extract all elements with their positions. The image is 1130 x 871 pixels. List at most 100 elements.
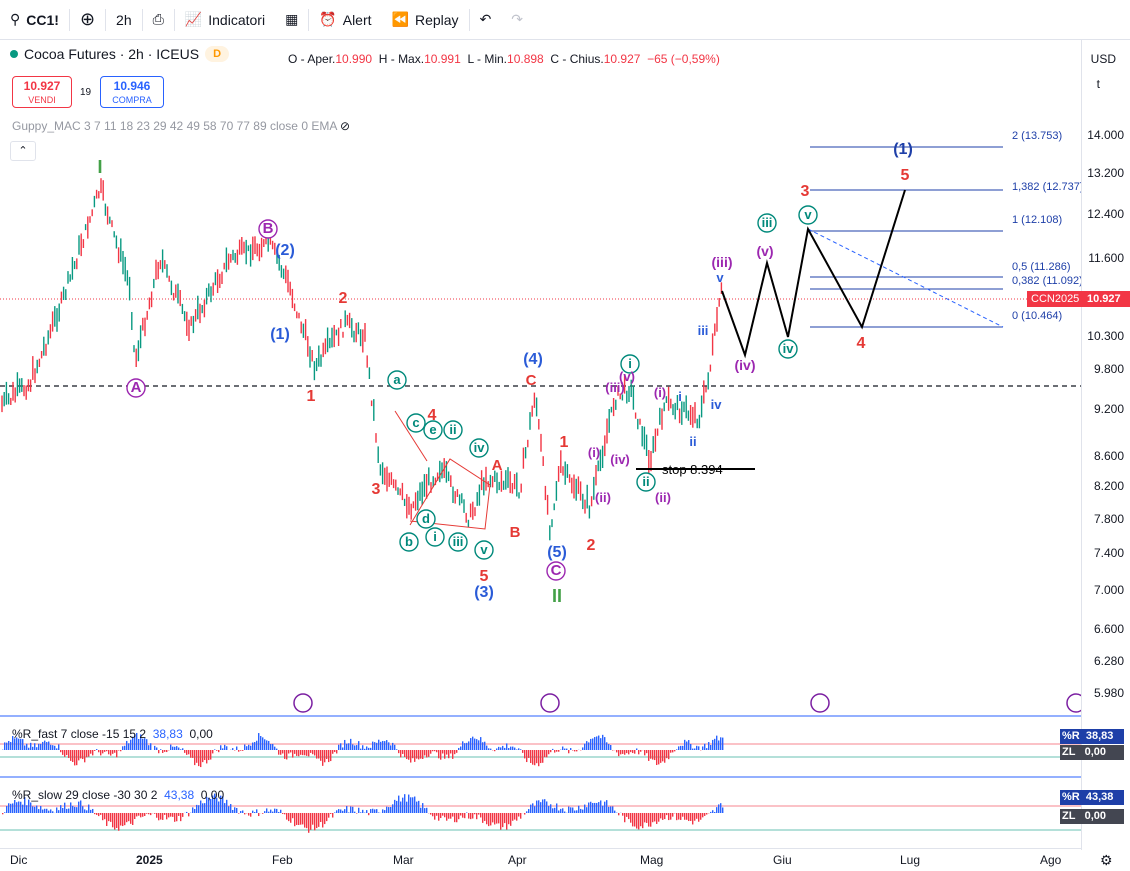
histogram-bar [66, 808, 68, 813]
currency-selector[interactable]: USD [1090, 52, 1116, 66]
chart-type-button[interactable]: ⎙ [143, 0, 174, 40]
wave-label[interactable]: (i) [588, 445, 600, 460]
redo-button[interactable]: ↷ [501, 0, 533, 40]
symbol-search[interactable]: ⚲ CC1! [0, 0, 69, 40]
wave-label[interactable]: (v) [756, 243, 773, 259]
time-axis[interactable]: Dic 2025 Feb Mar Apr Mag Giu Lug Ago [0, 848, 1081, 871]
trend-line[interactable] [807, 228, 1004, 328]
wave-label[interactable]: 3 [372, 481, 381, 498]
status-dot [10, 50, 18, 58]
wave-label[interactable]: iv [711, 397, 723, 412]
collapse-legend-button[interactable]: ⌃ [10, 141, 36, 161]
wave-label[interactable]: (iv) [735, 357, 756, 373]
replay-button[interactable]: ⏪ Replay [382, 0, 469, 40]
alert-button[interactable]: ⏰ Alert [309, 0, 381, 40]
wave-label[interactable]: c [412, 415, 419, 430]
time-markers[interactable] [293, 693, 1081, 713]
histogram-bar [242, 810, 244, 813]
wave-label[interactable]: (iii) [605, 380, 625, 395]
wave-label[interactable]: b [405, 534, 413, 549]
wave-label[interactable]: i [433, 529, 437, 544]
wave-label[interactable]: iii [453, 534, 464, 549]
indicators-button[interactable]: 📈 Indicatori [175, 0, 275, 40]
eye-off-icon[interactable]: ⊘ [340, 119, 351, 133]
histogram-bar [212, 750, 214, 754]
histogram-bar [118, 813, 120, 831]
wave-label[interactable]: C [526, 372, 537, 389]
wave-label[interactable]: 1 [560, 434, 569, 451]
rslow-legend[interactable]: %R_slow 29 close -30 30 2 43,38 0,00 [12, 788, 225, 802]
compare-button[interactable]: ⊕ [70, 0, 105, 40]
wave-label[interactable]: ii [449, 422, 456, 437]
wave-label[interactable]: i [628, 356, 632, 371]
wave-label[interactable]: 5 [901, 167, 910, 184]
wave-label[interactable]: a [393, 372, 401, 387]
wave-label[interactable]: (i) [654, 385, 666, 400]
histogram-bar [306, 750, 308, 756]
histogram-bar [218, 750, 220, 753]
buy-button[interactable]: 10.946 COMPRA [100, 76, 164, 108]
wave-label[interactable]: (4) [523, 351, 543, 368]
wave-label[interactable]: i [678, 389, 682, 404]
histogram-bar [572, 750, 574, 751]
histogram-bar [676, 749, 678, 750]
wave-label[interactable]: (iv) [610, 452, 630, 467]
projection-path[interactable] [721, 189, 906, 359]
rfast-pane[interactable] [0, 732, 1081, 768]
histogram-bar [450, 813, 452, 819]
wave-label[interactable]: iii [762, 215, 773, 230]
wave-label[interactable]: (iii) [712, 254, 733, 270]
wave-label[interactable]: (1) [270, 326, 290, 343]
wave-label[interactable]: II [552, 586, 562, 606]
wave-label[interactable]: I [97, 157, 102, 177]
histogram-bar [528, 750, 530, 758]
wave-label[interactable]: iv [474, 440, 486, 455]
wave-label[interactable]: (3) [474, 584, 494, 601]
rewind-icon: ⏪ [391, 11, 409, 27]
wave-label[interactable]: 1 [307, 388, 316, 405]
guppy-indicator-legend[interactable]: Guppy_MAC 3 7 11 18 23 29 42 49 58 70 77… [12, 119, 351, 133]
rfast-legend[interactable]: %R_fast 7 close -15 15 2 38,83 0,00 [12, 727, 213, 741]
wave-label[interactable]: 2 [339, 290, 348, 307]
price-pane[interactable]: 2 (13.753) 1,382 (12.737) 1 (12.108) 0,5… [0, 130, 1081, 713]
wave-label[interactable]: v [804, 207, 812, 222]
wave-label[interactable]: (ii) [595, 490, 611, 505]
wave-label[interactable]: e [429, 422, 436, 437]
wave-label[interactable]: 4 [857, 335, 866, 352]
wave-label[interactable]: 2 [587, 537, 596, 554]
wave-label[interactable]: 3 [801, 183, 810, 200]
histogram-bar [302, 750, 304, 756]
interval-button[interactable]: 2h [116, 11, 132, 28]
undo-button[interactable]: ↶ [470, 0, 502, 40]
wave-label[interactable]: B [510, 524, 521, 541]
price-axis[interactable]: USD t 14.000 13.200 12.400 11.600 10.300 9.80… [1081, 40, 1130, 850]
wave-label[interactable]: d [422, 511, 430, 526]
wave-label[interactable]: v [716, 270, 724, 285]
settings-gear-icon[interactable]: ⚙ [1100, 852, 1113, 868]
histogram-bar [248, 813, 250, 816]
wave-label[interactable]: (ii) [655, 490, 671, 505]
unit-selector[interactable]: t [1096, 77, 1100, 91]
wave-label[interactable]: (v) [619, 369, 635, 384]
wave-label[interactable]: B [263, 220, 274, 237]
wave-label[interactable]: iv [783, 341, 795, 356]
chart-canvas[interactable]: 2 (13.753) 1,382 (12.737) 1 (12.108) 0,5… [0, 41, 1081, 849]
histogram-bar [482, 742, 484, 750]
wave-label[interactable]: (5) [547, 544, 567, 561]
sell-button[interactable]: 10.927 VENDI [12, 76, 72, 108]
wave-label[interactable]: iii [698, 323, 709, 338]
wave-label[interactable]: A [492, 457, 503, 474]
templates-button[interactable]: ▦ [275, 0, 308, 40]
buy-label: COMPRA [112, 95, 152, 105]
wave-label[interactable]: (2) [275, 242, 295, 259]
wave-label[interactable]: A [131, 379, 142, 396]
wave-label[interactable]: 4 [428, 407, 437, 424]
wave-label[interactable]: v [480, 542, 488, 557]
wave-label[interactable]: ii [642, 474, 649, 489]
wave-label[interactable]: C [551, 562, 562, 579]
wave-label[interactable]: 5 [480, 568, 489, 585]
histogram-bar [486, 813, 488, 825]
rslow-pane[interactable] [0, 793, 1081, 833]
wave-label[interactable]: ii [689, 434, 696, 449]
wave-label[interactable]: (1) [893, 141, 913, 158]
